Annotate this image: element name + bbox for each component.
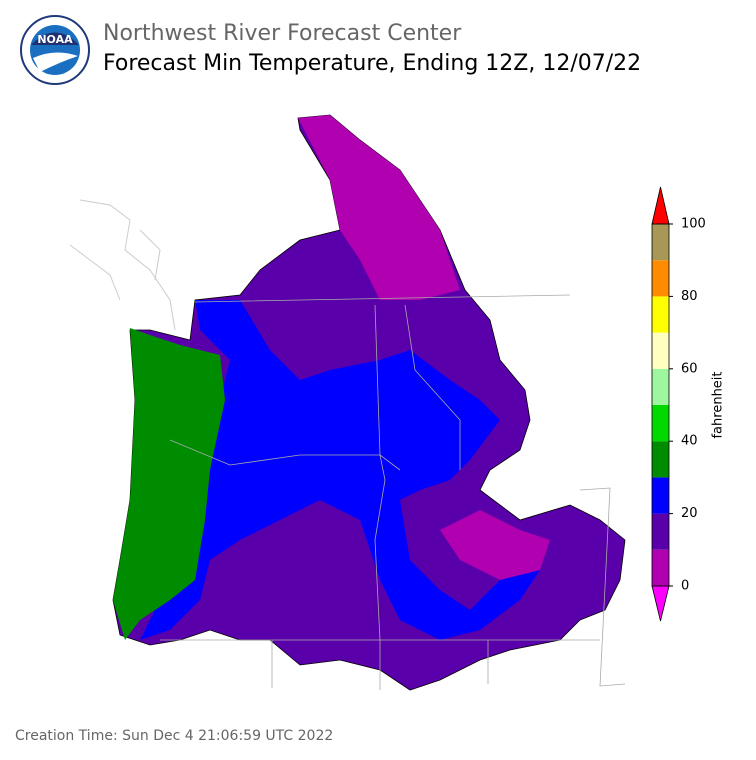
- colorbar-under: [651, 585, 670, 622]
- colorbar-bin: [652, 441, 669, 478]
- colorbar-tick-label: 100: [681, 217, 706, 232]
- colorbar-bin: [652, 224, 669, 261]
- colorbar-label: fahrenheit: [711, 371, 726, 438]
- colorbar-bin: [652, 368, 669, 405]
- colorbar-tick-label: 40: [681, 434, 698, 449]
- colorbar: 0 20 40 60 80 100: [651, 186, 706, 622]
- colorbar-bin: [652, 405, 669, 442]
- subtitle: Forecast Min Temperature, Ending 12Z, 12…: [103, 51, 641, 76]
- logo: NOAA: [20, 15, 90, 85]
- colorbar-over: [651, 186, 670, 225]
- colorbar-bin: [652, 296, 669, 333]
- colorbar-bin: [652, 332, 669, 369]
- title: Northwest River Forecast Center: [103, 21, 462, 46]
- colorbar-tick-label: 20: [681, 506, 698, 521]
- colorbar-tick-label: 0: [681, 579, 689, 594]
- colorbar-bin: [652, 260, 669, 297]
- colorbar-bin: [652, 513, 669, 550]
- map: [69, 114, 626, 691]
- colorbar-bin: [652, 549, 669, 586]
- colorbar-frame: [651, 223, 670, 587]
- colorbar-bin: [652, 477, 669, 514]
- colorbar-tick-label: 60: [681, 361, 698, 376]
- logo-text: NOAA: [37, 33, 73, 46]
- colorbar-tick-label: 80: [681, 289, 698, 304]
- creation-time: Creation Time: Sun Dec 4 21:06:59 UTC 20…: [15, 728, 333, 744]
